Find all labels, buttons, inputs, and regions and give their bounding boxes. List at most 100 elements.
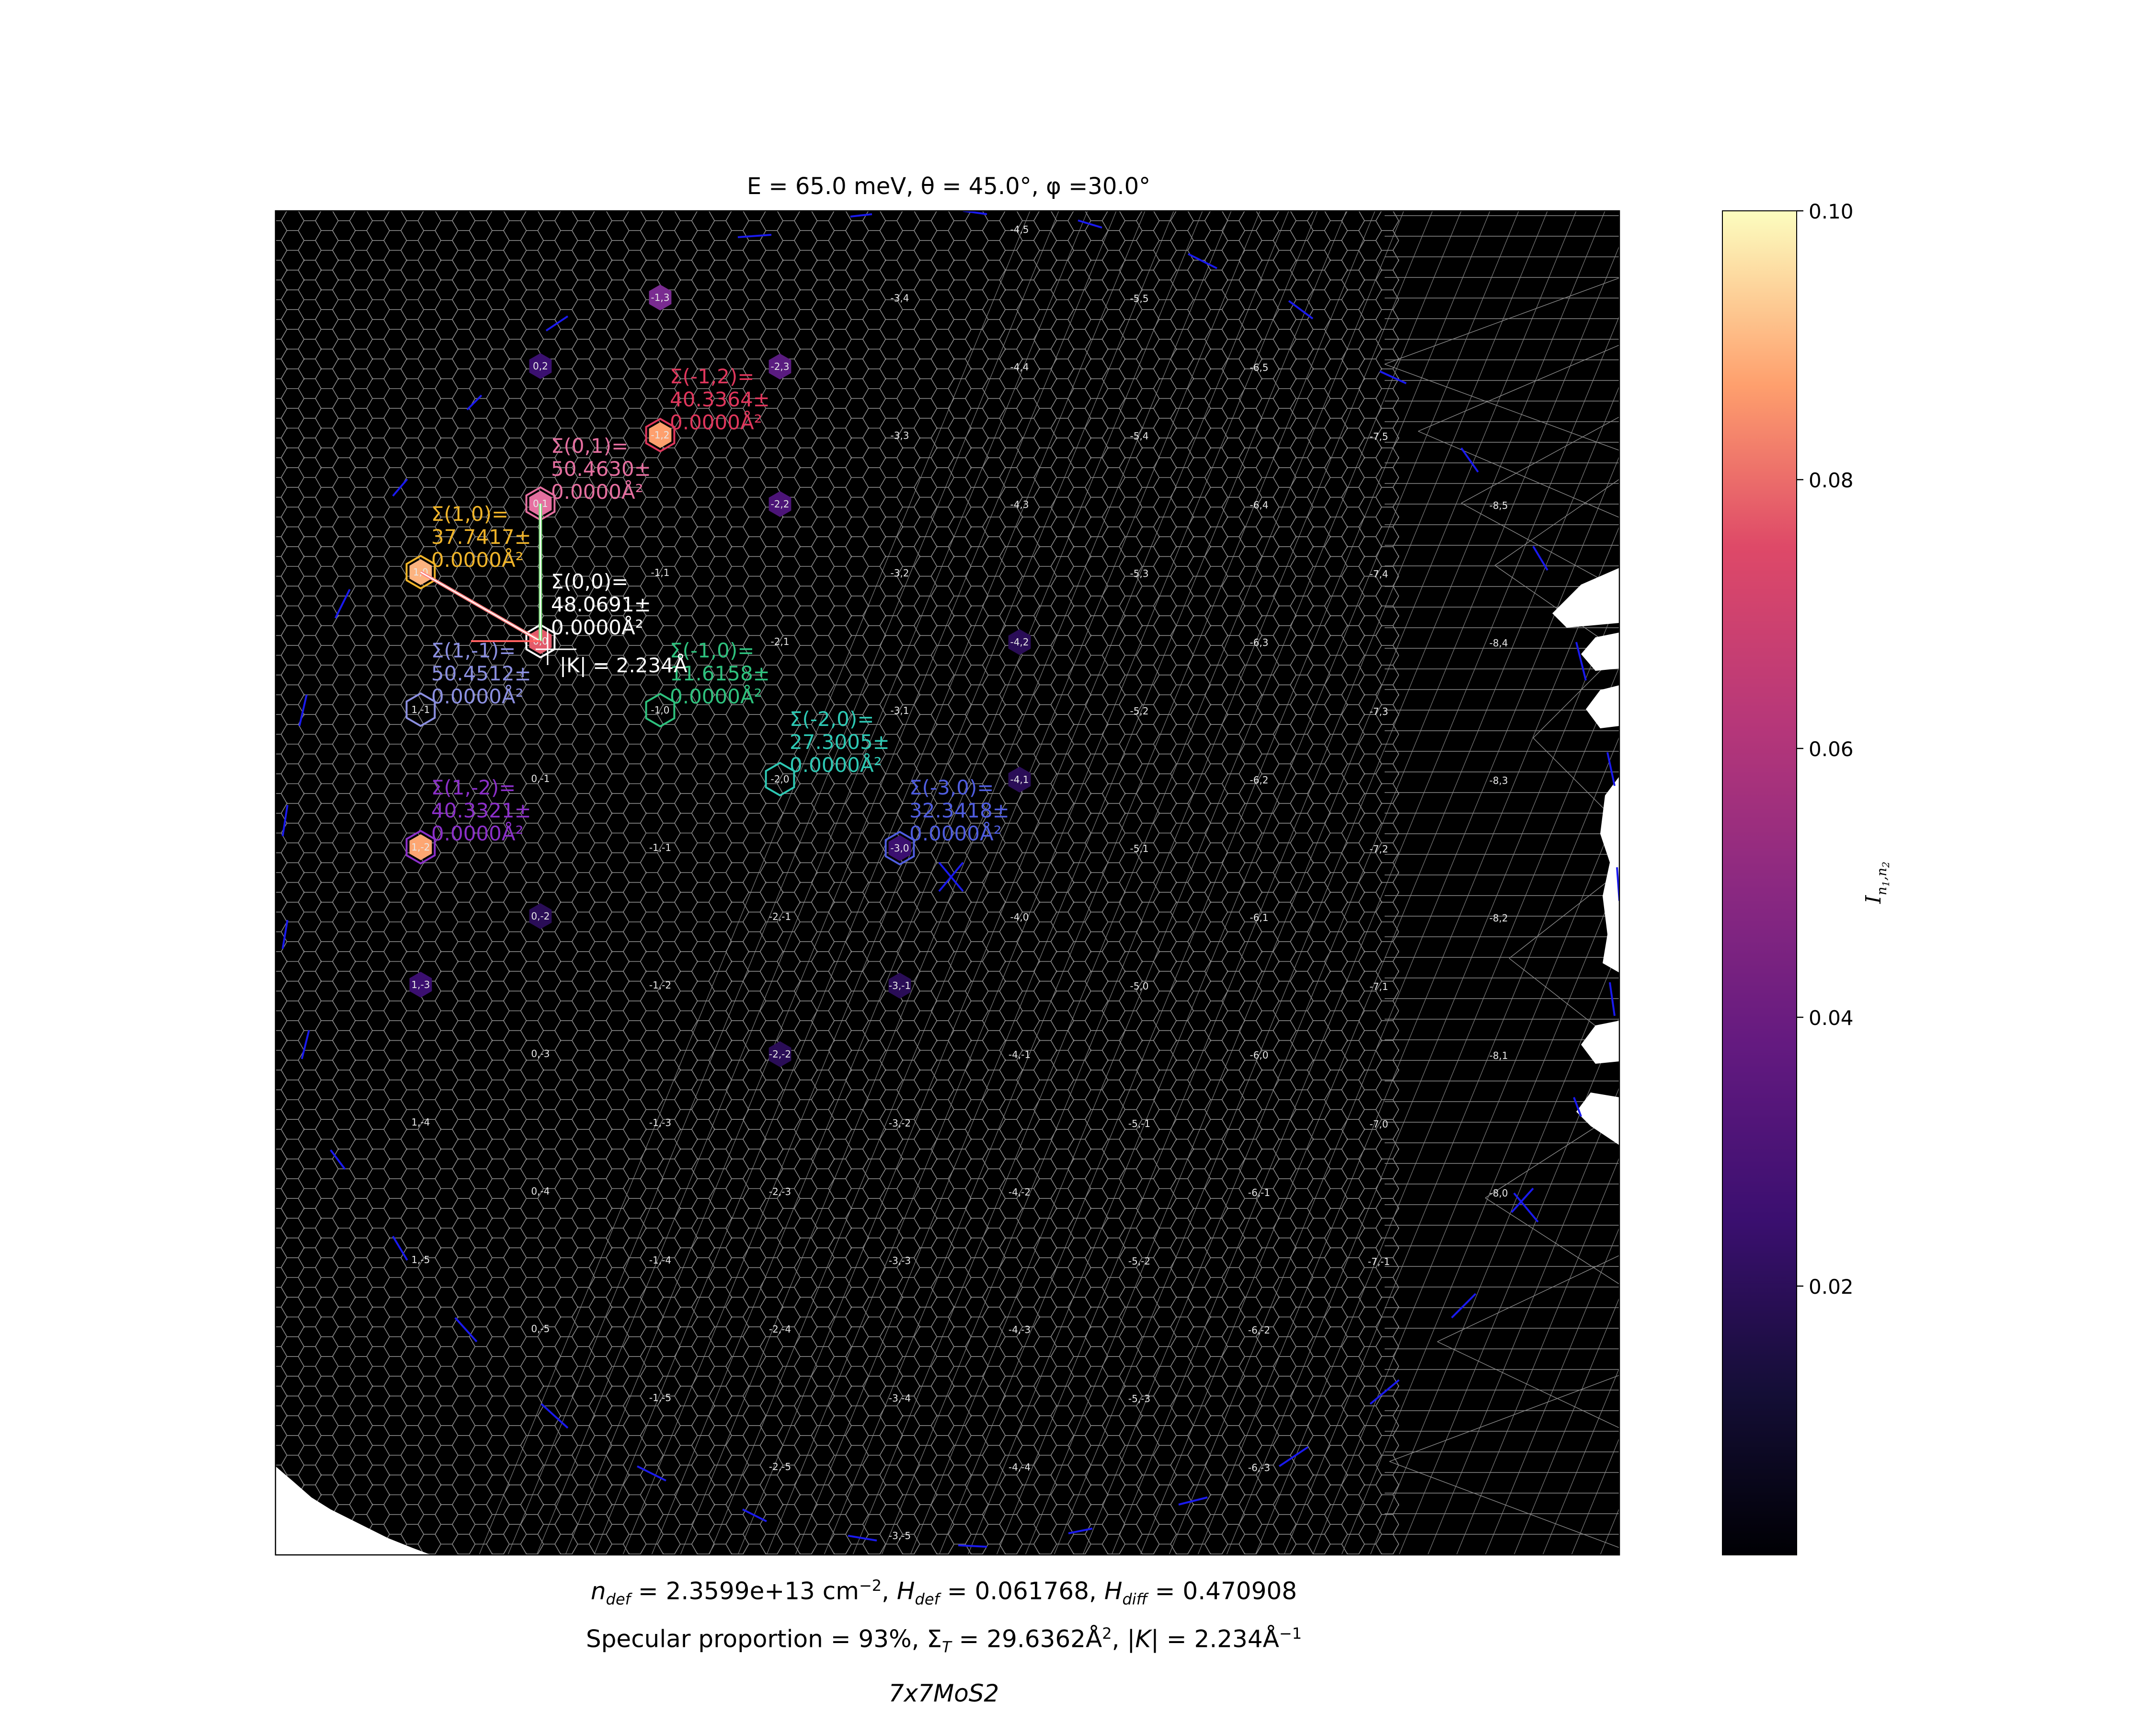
peak-1,-4: 1,-4 (411, 1116, 430, 1128)
peak-label: -2,3 (770, 361, 789, 372)
peak-label: 0,-5 (531, 1323, 550, 1334)
peak--1,-4: -1,-4 (649, 1254, 671, 1266)
peak--8,4: -8,4 (1489, 637, 1508, 649)
peak-label: -7,2 (1369, 843, 1388, 855)
peak--4,3: -4,3 (1010, 499, 1029, 510)
peak-ring (405, 554, 436, 590)
peak--6,3: -6,3 (1250, 637, 1268, 648)
peak-label: -2,0 (770, 773, 789, 785)
peak-label: -2,-5 (769, 1461, 791, 1472)
peak-label: 0,2 (533, 360, 548, 372)
peak-spot (768, 491, 791, 517)
peak-label: -8,1 (1489, 1050, 1508, 1061)
peak--3,-1: -3,-1 (888, 973, 911, 999)
peak-ring (884, 830, 915, 866)
peak-label: -2,-4 (769, 1323, 791, 1335)
peak-label: -5,3 (1130, 568, 1148, 579)
peak-spot (529, 903, 552, 929)
peak--4,1: -4,1 (1008, 767, 1031, 793)
peak-ring (645, 417, 676, 453)
peak--2,-2: -2,-2 (768, 1041, 791, 1067)
peak-ring (765, 761, 795, 797)
sigma-annotation: Σ(1,-1)= 50.4512± 0.0000Å² (431, 639, 531, 708)
peak-0,-1: 0,-1 (531, 773, 550, 784)
peak-label: 1,-4 (411, 1116, 430, 1128)
peak-label: -2,-2 (769, 1048, 791, 1060)
peak--2,-4: -2,-4 (769, 1323, 791, 1335)
peak-label: -3,1 (890, 705, 909, 716)
edge-segment (742, 1508, 767, 1522)
peak--5,3: -5,3 (1130, 568, 1148, 579)
peak-label: -5,5 (1130, 293, 1148, 304)
edge-segment (1513, 1192, 1539, 1223)
white-cutouts (275, 568, 1619, 1555)
peak-label: -1,1 (651, 567, 669, 578)
peak-label: 0,-4 (531, 1185, 550, 1197)
peak-label: -1,-5 (649, 1392, 671, 1403)
peak--7,1: -7,1 (1369, 981, 1388, 992)
peak--7,4: -7,4 (1369, 568, 1388, 580)
peak-label: -4,-2 (1009, 1186, 1031, 1198)
peak-label: -6,-2 (1248, 1324, 1270, 1336)
cutout-right-5 (1581, 1021, 1619, 1064)
sigma-annotation: Σ(-3,0)= 32.3418± 0.0000Å² (909, 776, 1009, 845)
peak-0,-2: 0,-2 (529, 903, 552, 929)
sigma-annotation: Σ(0,0)= 48.0691± 0.0000Å² (551, 570, 651, 639)
colorbar-tick-label: 0.10 (1809, 200, 1854, 223)
peak-label: -6,-3 (1248, 1462, 1270, 1473)
peak-spot (409, 834, 432, 860)
cutout-right-6 (1576, 1092, 1619, 1145)
peak-label: -1,2 (651, 429, 669, 441)
sigma-annotation: Σ(-1,0)= 11.6158± 0.0000Å² (670, 639, 770, 708)
peak-label: -3,3 (890, 430, 909, 441)
peak--6,0: -6,0 (1250, 1049, 1268, 1061)
sigma-annotation: Σ(0,1)= 50.4630± 0.0000Å² (551, 434, 651, 504)
peak-label: -2,2 (770, 498, 789, 510)
cutout-bottom-left (275, 1466, 431, 1555)
peak-label: -6,2 (1250, 774, 1268, 786)
colorbar-ticks: 0.02 0.04 0.06 0.08 0.10 (1797, 200, 1854, 1299)
peak-label: -7,-1 (1368, 1256, 1390, 1267)
peak-label: -2,-1 (769, 911, 791, 922)
peak--2,-3: -2,-3 (769, 1186, 791, 1197)
peak--4,0: -4,0 (1010, 911, 1029, 923)
horizontal-mesh-lines (1385, 215, 1619, 1535)
peak--8,2: -8,2 (1489, 912, 1508, 924)
edge-segment (1460, 447, 1479, 473)
peak--1,-5: -1,-5 (649, 1392, 671, 1403)
peak-label: -7,0 (1369, 1118, 1388, 1130)
peak--4,-3: -4,-3 (1009, 1324, 1031, 1335)
peak-label: 0,-2 (531, 910, 550, 922)
vector-overlay (420, 504, 576, 665)
peak-spot (888, 835, 911, 861)
peak--5,0: -5,0 (1130, 980, 1148, 992)
peak-label: -4,2 (1010, 636, 1029, 648)
peak--7,-1: -7,-1 (1368, 1256, 1390, 1267)
peak-label: -6,3 (1250, 637, 1268, 648)
peak--6,1: -6,1 (1250, 912, 1268, 923)
footer-line-1: ndef = 2.3599e+13 cm−2, Hdef = 0.061768,… (590, 1576, 1297, 1609)
footer-line-3: 7x7MoS2 (888, 1679, 999, 1707)
peak-1,-3: 1,-3 (409, 972, 432, 998)
peak-ring (405, 829, 436, 865)
peak-label: -2,1 (770, 636, 789, 647)
peak--7,0: -7,0 (1369, 1118, 1388, 1130)
peak--6,-2: -6,-2 (1248, 1324, 1270, 1336)
edge-segment (1575, 642, 1587, 681)
colorbar-tick-label: 0.04 (1809, 1006, 1854, 1030)
chart-title: E = 65.0 meV, θ = 45.0°, φ =30.0° (747, 173, 1150, 200)
peak-label: 1,-3 (411, 979, 430, 990)
peak-label: -1,0 (651, 704, 669, 716)
colorbar: 0.02 0.04 0.06 0.08 0.10 In1,n2 (1722, 200, 1892, 1555)
peak-label: -4,-1 (1009, 1049, 1031, 1060)
peak-label: -2,-3 (769, 1186, 791, 1197)
peak--3,-5: -3,-5 (889, 1530, 911, 1541)
footer-line-2: Specular proportion = 93%, ΣT = 29.6362Å… (585, 1624, 1302, 1656)
peak-1,-2: 1,-2 (405, 829, 436, 865)
plot-area: 0,2-1,3-1,2-2,30,11,0-1,1-2,20,0-2,11,-1… (275, 210, 1620, 1556)
peak-label: -6,1 (1250, 912, 1268, 923)
peak-spot (649, 422, 672, 448)
peak--1,-3: -1,-3 (649, 1117, 671, 1128)
peak-label: -1,-3 (649, 1117, 671, 1128)
peak--2,3: -2,3 (768, 354, 791, 380)
